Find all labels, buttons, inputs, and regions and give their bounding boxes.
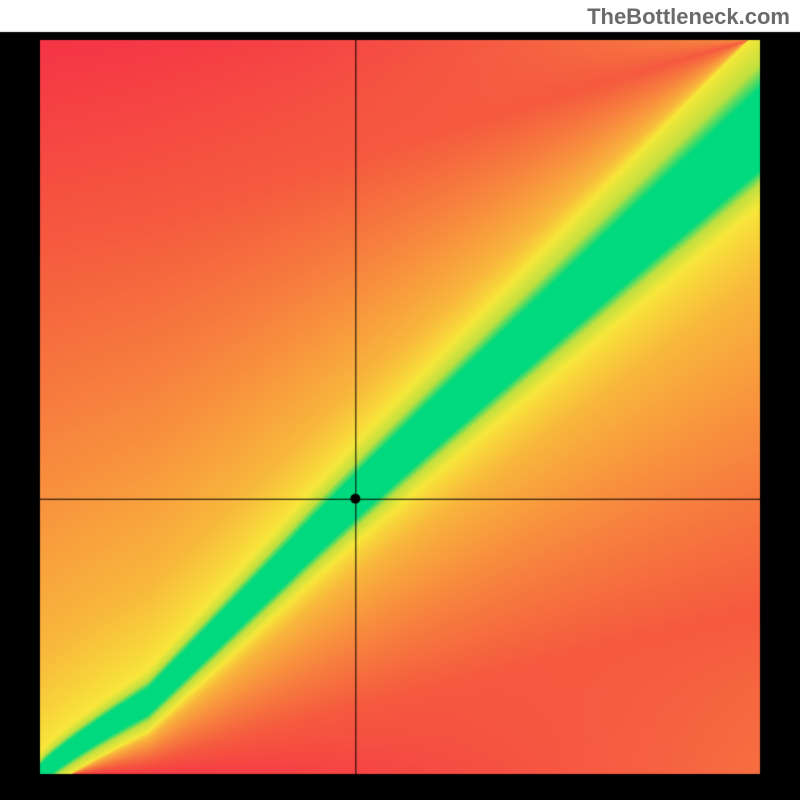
heatmap-canvas: [0, 0, 800, 800]
watermark-text: TheBottleneck.com: [587, 4, 790, 30]
chart-container: TheBottleneck.com: [0, 0, 800, 800]
